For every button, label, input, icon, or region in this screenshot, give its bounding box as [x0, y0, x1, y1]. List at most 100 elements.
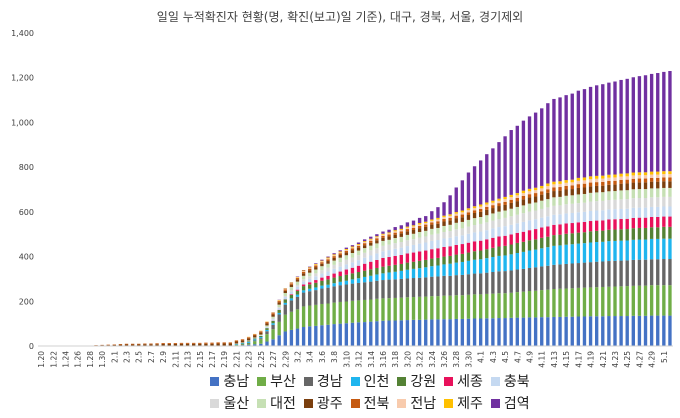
legend-swatch: [210, 376, 220, 386]
bar-segment: [656, 238, 660, 260]
bar-segment: [295, 296, 300, 310]
bar-segment: [356, 282, 361, 301]
legend-item: 강원: [397, 371, 436, 391]
bar-segment: [601, 210, 605, 221]
bar-segment: [588, 287, 593, 317]
bar-segment: [466, 210, 471, 213]
bar-segment: [558, 181, 562, 184]
x-tick-label: 3.12: [355, 351, 364, 368]
bar-segment: [399, 225, 403, 229]
bar-segment: [308, 268, 312, 271]
bar-segment: [527, 197, 532, 204]
bar-segment: [491, 202, 495, 206]
bar-segment: [185, 343, 190, 346]
bar-segment: [643, 217, 648, 228]
bar-segment: [271, 314, 275, 317]
bar-segment: [478, 204, 483, 207]
bars: [63, 71, 672, 346]
bar-segment: [375, 267, 379, 275]
bar-segment: [210, 342, 214, 344]
bar-segment: [411, 225, 416, 227]
bar-segment: [344, 323, 349, 346]
bar-segment: [417, 319, 422, 346]
bar-segment: [649, 174, 654, 178]
bar-segment: [173, 343, 178, 346]
bar-segment: [564, 223, 568, 234]
bar-segment: [295, 281, 300, 285]
bar-segment: [442, 215, 446, 218]
bar-segment: [436, 217, 440, 220]
x-tick-label: 4.29: [648, 351, 657, 368]
bar-segment: [375, 321, 379, 346]
bar-segment: [466, 212, 471, 215]
bar-segment: [442, 256, 446, 265]
bar-segment: [491, 318, 495, 346]
bar-segment: [521, 120, 526, 191]
bar-segment: [405, 229, 410, 232]
bar-segment: [381, 298, 385, 321]
bar-segment: [558, 214, 562, 225]
bar-segment: [369, 299, 373, 322]
bar-segment: [564, 288, 568, 317]
bar-segment: [491, 220, 495, 229]
bar-segment: [344, 255, 349, 260]
bar-segment: [356, 244, 361, 246]
bar-segment: [350, 248, 355, 251]
bar-segment: [271, 318, 275, 320]
bar-segment: [619, 179, 623, 184]
bar-segment: [301, 281, 306, 285]
bar-segment: [430, 211, 434, 220]
bar-segment: [405, 222, 410, 227]
bar-segment: [295, 289, 300, 291]
bar-segment: [540, 191, 544, 195]
bar-segment: [442, 319, 446, 346]
bar-segment: [631, 239, 635, 260]
bar-segment: [338, 255, 342, 258]
bar-segment: [509, 234, 513, 245]
legend-swatch: [303, 376, 313, 386]
bar-segment: [155, 344, 159, 346]
bar-segment: [320, 260, 324, 262]
bar-segment: [607, 241, 611, 262]
bar-segment: [497, 255, 501, 272]
bar-segment: [454, 262, 458, 276]
bar-segment: [582, 180, 587, 184]
legend-swatch: [490, 398, 500, 408]
bar-segment: [595, 261, 599, 288]
bar-segment: [387, 234, 391, 237]
bar-segment: [308, 305, 312, 327]
bar-segment: [656, 217, 660, 228]
bar-segment: [601, 241, 605, 262]
bar-segment: [387, 298, 391, 321]
bar-segment: [662, 71, 666, 172]
bar-segment: [472, 259, 477, 274]
bar-segment: [430, 266, 434, 277]
bar-segment: [460, 217, 465, 222]
bar-segment: [540, 317, 544, 346]
bar-segment: [558, 234, 562, 246]
bar-segment: [320, 262, 324, 264]
bar-segment: [344, 284, 349, 302]
bar-segment: [234, 341, 239, 344]
bar-segment: [533, 202, 538, 211]
bar-segment: [540, 290, 544, 318]
bar-segment: [424, 221, 428, 224]
x-tick-label: 4.13: [550, 351, 559, 368]
legend-label: 충남: [223, 374, 250, 390]
bar-segment: [301, 273, 306, 276]
bar-segment: [497, 236, 501, 247]
bar-segment: [637, 172, 642, 176]
bar-segment: [430, 224, 434, 229]
bar-segment: [375, 240, 379, 244]
bar-segment: [350, 279, 355, 284]
bar-segment: [350, 250, 355, 253]
bar-segment: [515, 252, 519, 270]
bar-segment: [478, 211, 483, 217]
bar-segment: [399, 228, 403, 230]
bar-segment: [601, 286, 605, 317]
bar-segment: [521, 199, 526, 206]
bar-segment: [259, 335, 263, 338]
bar-segment: [301, 292, 306, 307]
bar-segment: [613, 199, 617, 210]
bar-segment: [533, 190, 538, 194]
